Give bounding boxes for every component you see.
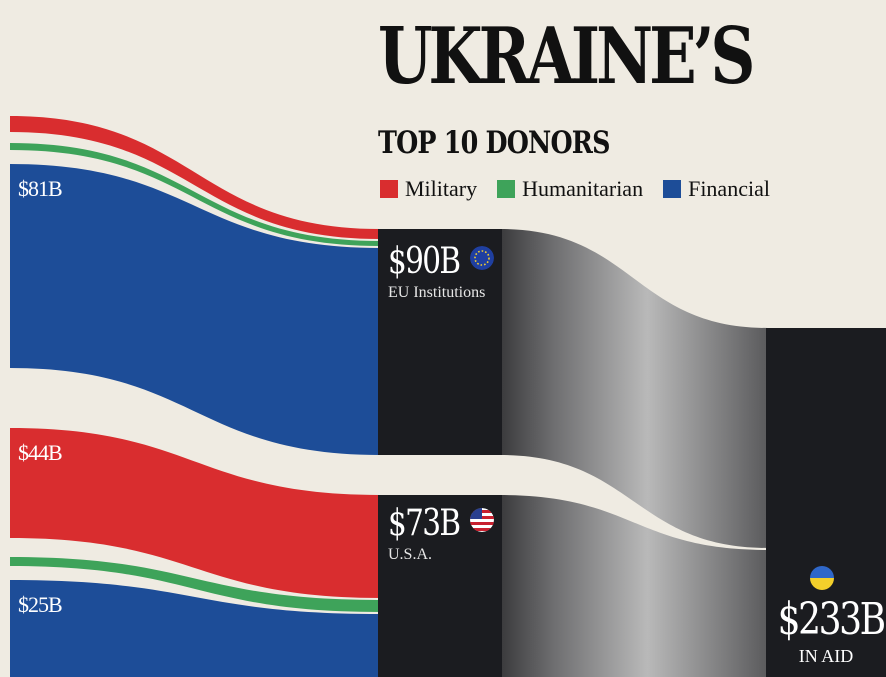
donor-usa-name: U.S.A.	[388, 546, 433, 563]
total-amount: $233B	[777, 594, 886, 645]
flow-humanitarian-eu	[10, 143, 380, 246]
value-label-military-usa: $44B	[18, 440, 63, 465]
ukraine-flag-icon	[810, 566, 834, 590]
financial-swatch	[663, 180, 682, 198]
humanitarian-swatch	[497, 180, 516, 198]
legend-label: Military	[405, 176, 478, 201]
flow-financial-eu	[10, 164, 380, 455]
flow-usa-to-aid	[500, 495, 768, 677]
node-total-aid	[766, 328, 886, 677]
donor-usa-amount: $73B	[388, 503, 461, 544]
chart-subtitle: TOP 10 DONORS	[378, 125, 610, 161]
flow-military-usa	[10, 428, 380, 598]
military-swatch	[380, 180, 398, 198]
legend-item-humanitarian: Humanitarian	[497, 176, 643, 202]
donor-eu-label: $90B EU Institutions	[388, 244, 485, 302]
legend-label: Humanitarian	[522, 176, 644, 201]
donor-usa-label: $73B U.S.A.	[388, 506, 475, 564]
donor-eu-amount: $90B	[388, 241, 461, 282]
chart-title: UKRAINE’S	[378, 11, 755, 102]
legend-item-financial: Financial	[663, 176, 770, 202]
flow-financial-usa	[10, 580, 380, 677]
legend: Military Humanitarian Financial	[380, 176, 770, 202]
total-caption: IN AID	[798, 646, 854, 666]
us-flag-icon	[470, 508, 494, 532]
flow-eu-to-aid	[500, 229, 768, 548]
value-label-financial-eu: $81B	[18, 176, 63, 201]
legend-label: Financial	[688, 176, 770, 201]
donor-eu-name: EU Institutions	[388, 284, 486, 301]
flow-humanitarian-usa	[10, 557, 380, 612]
total-aid-label: $233B IN AID	[766, 598, 886, 667]
flow-military-eu	[10, 116, 380, 239]
legend-item-military: Military	[380, 176, 477, 202]
value-label-financial-usa: $25B	[18, 592, 63, 617]
eu-flag-icon	[470, 246, 494, 270]
